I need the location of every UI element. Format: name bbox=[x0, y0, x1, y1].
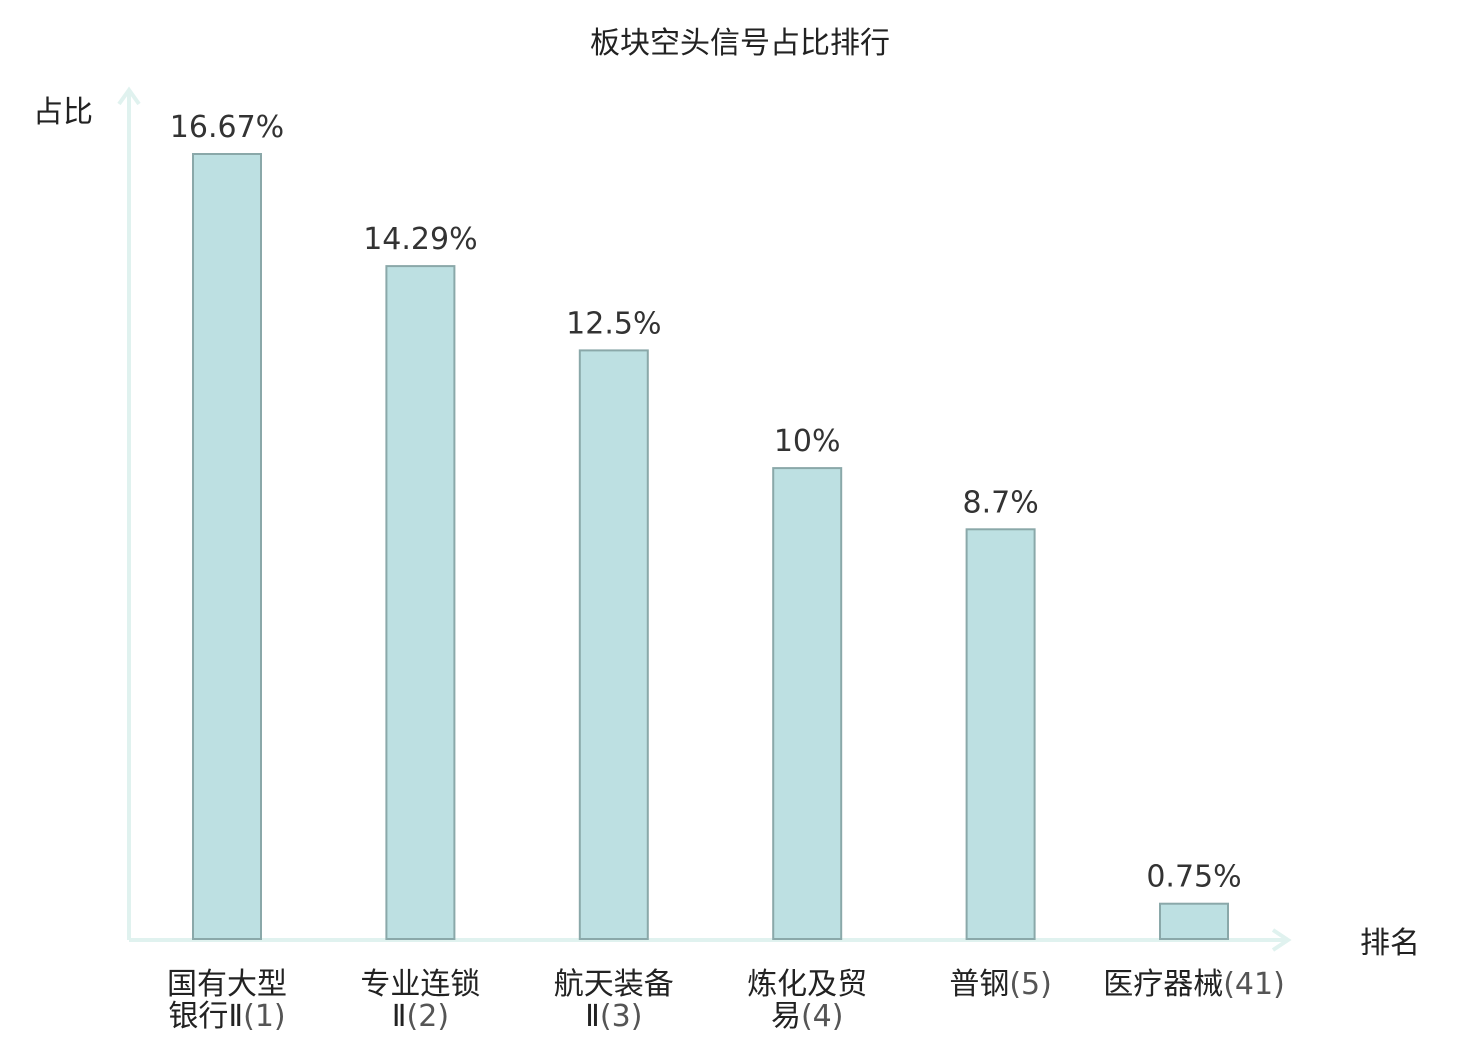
bar-series bbox=[192, 153, 1229, 941]
x-axis-arrow bbox=[1271, 928, 1292, 952]
bar bbox=[578, 349, 649, 940]
bar bbox=[772, 467, 843, 940]
bar-value-labels: 16.67% 14.29% 12.5% 10% 8.7% 0.75% bbox=[170, 110, 1242, 895]
bar bbox=[965, 528, 1036, 940]
bar-value-label: 12.5% bbox=[566, 306, 661, 341]
x-tick-label: 国有大型银行Ⅱ(1) bbox=[167, 967, 287, 1034]
category-labels: 国有大型银行Ⅱ(1) 专业连锁 Ⅱ(2) 航天装备 Ⅱ(3) 炼化及贸易(4) 普钢(5) 医… bbox=[167, 967, 1285, 1034]
bar-value-label: 16.67% bbox=[170, 110, 284, 145]
bar-value-label: 14.29% bbox=[363, 222, 477, 257]
x-tick-label: 普钢(5) bbox=[949, 967, 1052, 1002]
chart-title: 板块空头信号占比排行 bbox=[590, 26, 890, 61]
bar-value-label: 0.75% bbox=[1146, 860, 1241, 895]
x-tick-label: 炼化及贸易(4) bbox=[747, 967, 867, 1034]
bar-value-label: 8.7% bbox=[962, 485, 1038, 520]
x-tick-label: 专业连锁 Ⅱ(2) bbox=[360, 967, 480, 1034]
x-tick-label: 医疗器械(41) bbox=[1103, 967, 1285, 1002]
x-tick-label: 航天装备 Ⅱ(3) bbox=[554, 967, 674, 1034]
bar-value-label: 10% bbox=[774, 424, 841, 459]
bar bbox=[192, 153, 262, 940]
bar bbox=[385, 265, 456, 941]
x-axis-label: 排名 bbox=[1360, 926, 1420, 961]
y-axis-arrow bbox=[117, 86, 141, 106]
y-axis-label: 占比 bbox=[33, 95, 93, 130]
bar bbox=[1159, 902, 1229, 941]
